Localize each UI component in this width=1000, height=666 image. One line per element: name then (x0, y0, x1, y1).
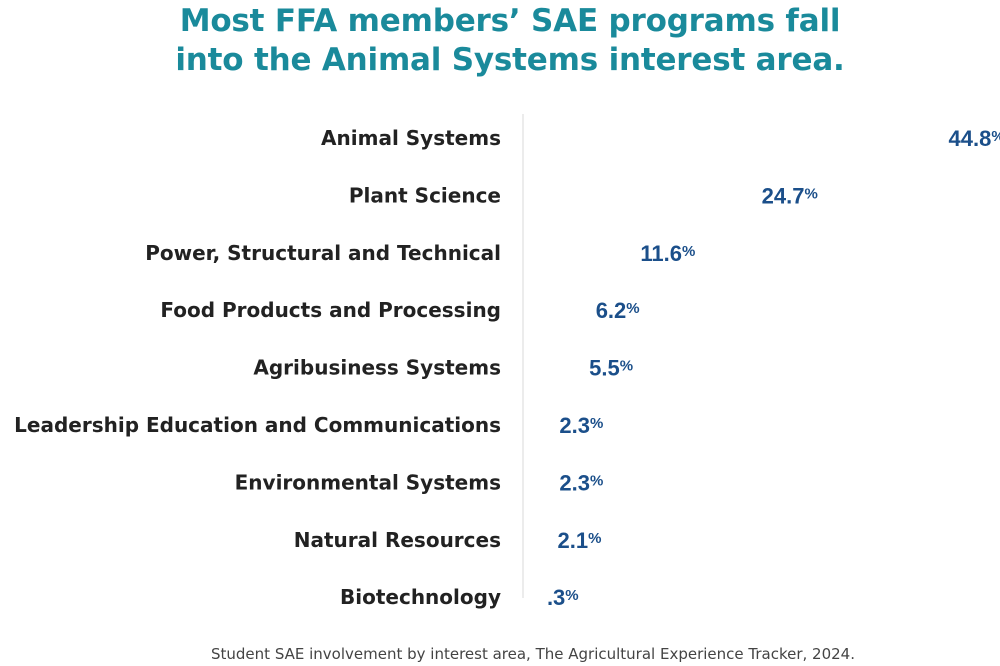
chart-title-line-1: Most FFA members’ SAE programs fall (179, 3, 841, 39)
data-label: 44.8% (949, 126, 1000, 151)
category-label: Leadership Education and Communications (14, 413, 501, 437)
data-label: 2.1% (558, 528, 602, 553)
data-label: 24.7% (762, 183, 818, 208)
category-label: Biotechnology (340, 585, 501, 609)
category-label: Food Products and Processing (160, 298, 501, 322)
category-label: Natural Resources (294, 528, 501, 552)
data-label: .3% (547, 585, 579, 610)
category-label: Environmental Systems (235, 470, 501, 494)
category-label: Animal Systems (321, 126, 501, 150)
source-note: Student SAE involvement by interest area… (211, 645, 855, 663)
category-label: Plant Science (349, 183, 501, 207)
bar-chart: Animal Systems 44.8% Plant Science 24.7% Pow… (14, 114, 1000, 610)
chart-title: Most FFA members’ SAE programs fall into… (0, 2, 1000, 80)
chart-title-line-2: into the Animal Systems interest area. (175, 42, 845, 78)
data-label: 11.6% (640, 241, 695, 266)
category-label: Agribusiness Systems (253, 356, 501, 380)
data-label: 2.3% (559, 470, 603, 495)
data-label: 2.3% (559, 413, 603, 438)
data-label: 6.2% (596, 298, 640, 323)
data-label: 5.5% (589, 356, 633, 381)
category-label: Power, Structural and Technical (145, 241, 501, 265)
